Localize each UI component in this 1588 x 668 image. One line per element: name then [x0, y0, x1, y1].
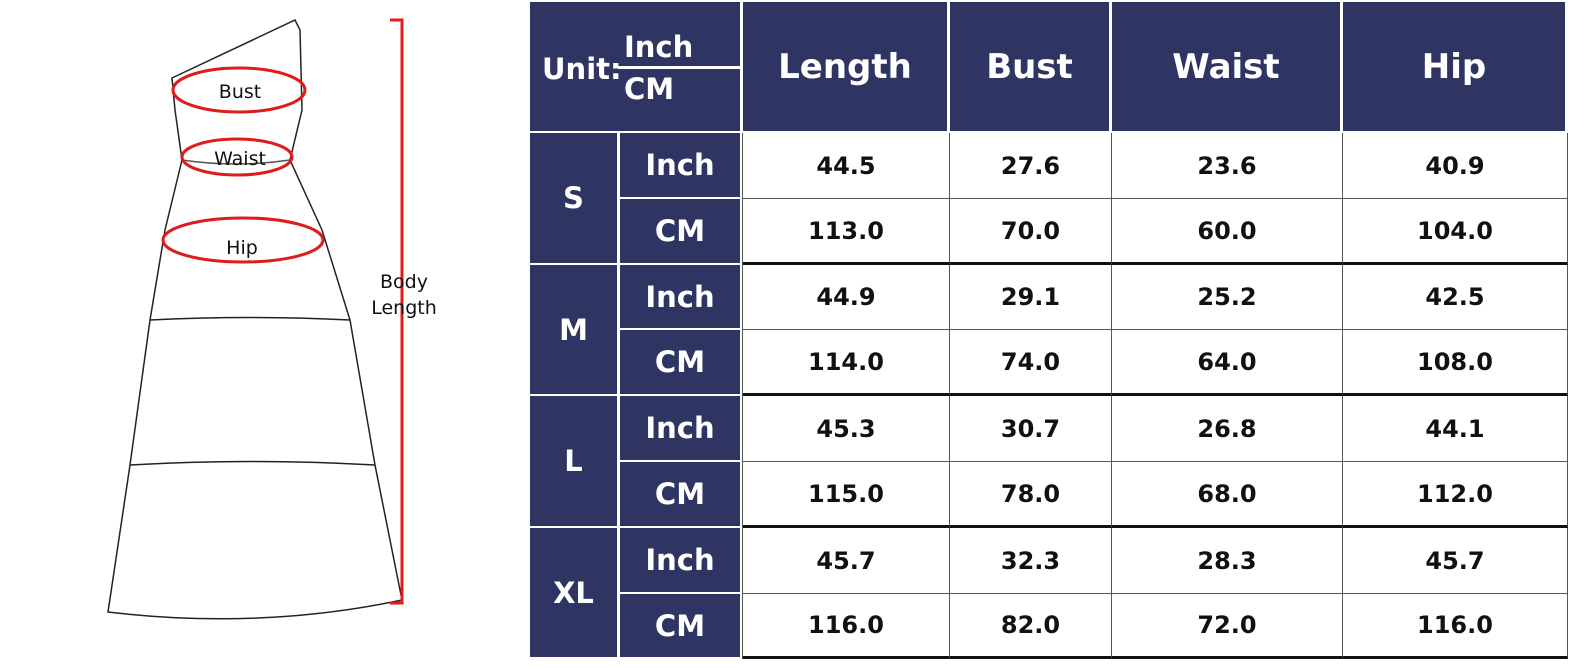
- value-cell: 114.0: [743, 330, 950, 396]
- value-cell: 78.0: [950, 462, 1112, 528]
- size-label-l: L: [530, 396, 617, 526]
- value-cell: 104.0: [1343, 199, 1568, 265]
- value-cell: 45.7: [743, 528, 950, 594]
- unit-cm: CM: [624, 72, 675, 106]
- unit-label-cell: CM: [620, 330, 740, 394]
- bust-ellipse: [171, 66, 307, 114]
- value-cell: 74.0: [950, 330, 1112, 396]
- unit-label-cell: CM: [620, 594, 740, 657]
- size-label-s: S: [530, 133, 617, 263]
- value-cell: 116.0: [1343, 594, 1568, 659]
- unit-label-cell: Inch: [620, 396, 740, 460]
- value-cell: 45.3: [743, 396, 950, 462]
- unit-label-cell: Inch: [620, 528, 740, 592]
- value-cell: 40.9: [1343, 133, 1568, 199]
- table-left-edge: [742, 133, 743, 659]
- value-cell: 44.1: [1343, 396, 1568, 462]
- value-cell: 45.7: [1343, 528, 1568, 594]
- dress-outline: [107, 19, 403, 620]
- unit-inch: Inch: [624, 30, 694, 64]
- value-cell: 44.9: [743, 265, 950, 330]
- value-cell: 44.5: [743, 133, 950, 199]
- column-header-hip: Hip: [1343, 2, 1565, 131]
- value-cell: 32.3: [950, 528, 1112, 594]
- value-cell: 72.0: [1112, 594, 1343, 659]
- dress-diagram: Bust Waist Hip Body Length: [107, 18, 437, 620]
- value-cell: 68.0: [1112, 462, 1343, 528]
- waist-ellipse: [180, 137, 294, 177]
- value-cell: 108.0: [1343, 330, 1568, 396]
- value-cell: 25.2: [1112, 265, 1343, 330]
- unit-divider: [618, 66, 740, 69]
- body-length-label-2: Length: [371, 297, 437, 319]
- unit-label-cell: Inch: [620, 133, 740, 197]
- value-cell: 70.0: [950, 199, 1112, 265]
- value-cell: 113.0: [743, 199, 950, 265]
- value-cell: 64.0: [1112, 330, 1343, 396]
- value-cell: 23.6: [1112, 133, 1343, 199]
- hip-label: Hip: [226, 237, 258, 259]
- unit-label-cell: Inch: [620, 265, 740, 328]
- size-label-xl: XL: [530, 528, 617, 657]
- value-cell: 30.7: [950, 396, 1112, 462]
- value-cell: 82.0: [950, 594, 1112, 659]
- unit-label-cell: CM: [620, 199, 740, 263]
- unit-label-cell: CM: [620, 462, 740, 526]
- unit-label: Unit:: [542, 52, 622, 86]
- hip-ellipse: [161, 216, 325, 264]
- value-cell: 29.1: [950, 265, 1112, 330]
- size-label-m: M: [530, 265, 617, 394]
- column-header-length: Length: [743, 2, 947, 131]
- value-cell: 115.0: [743, 462, 950, 528]
- column-header-waist: Waist: [1112, 2, 1340, 131]
- value-cell: 28.3: [1112, 528, 1343, 594]
- bust-label: Bust: [219, 81, 261, 103]
- value-cell: 26.8: [1112, 396, 1343, 462]
- unit-header-cell: Unit: Inch CM: [530, 2, 740, 131]
- value-cell: 60.0: [1112, 199, 1343, 265]
- value-cell: 42.5: [1343, 265, 1568, 330]
- value-cell: 27.6: [950, 133, 1112, 199]
- value-cell: 116.0: [743, 594, 950, 659]
- waist-label: Waist: [214, 148, 266, 170]
- column-header-bust: Bust: [950, 2, 1109, 131]
- body-length-bracket: [390, 18, 404, 605]
- body-length-label-1: Body: [380, 271, 428, 293]
- value-cell: 112.0: [1343, 462, 1568, 528]
